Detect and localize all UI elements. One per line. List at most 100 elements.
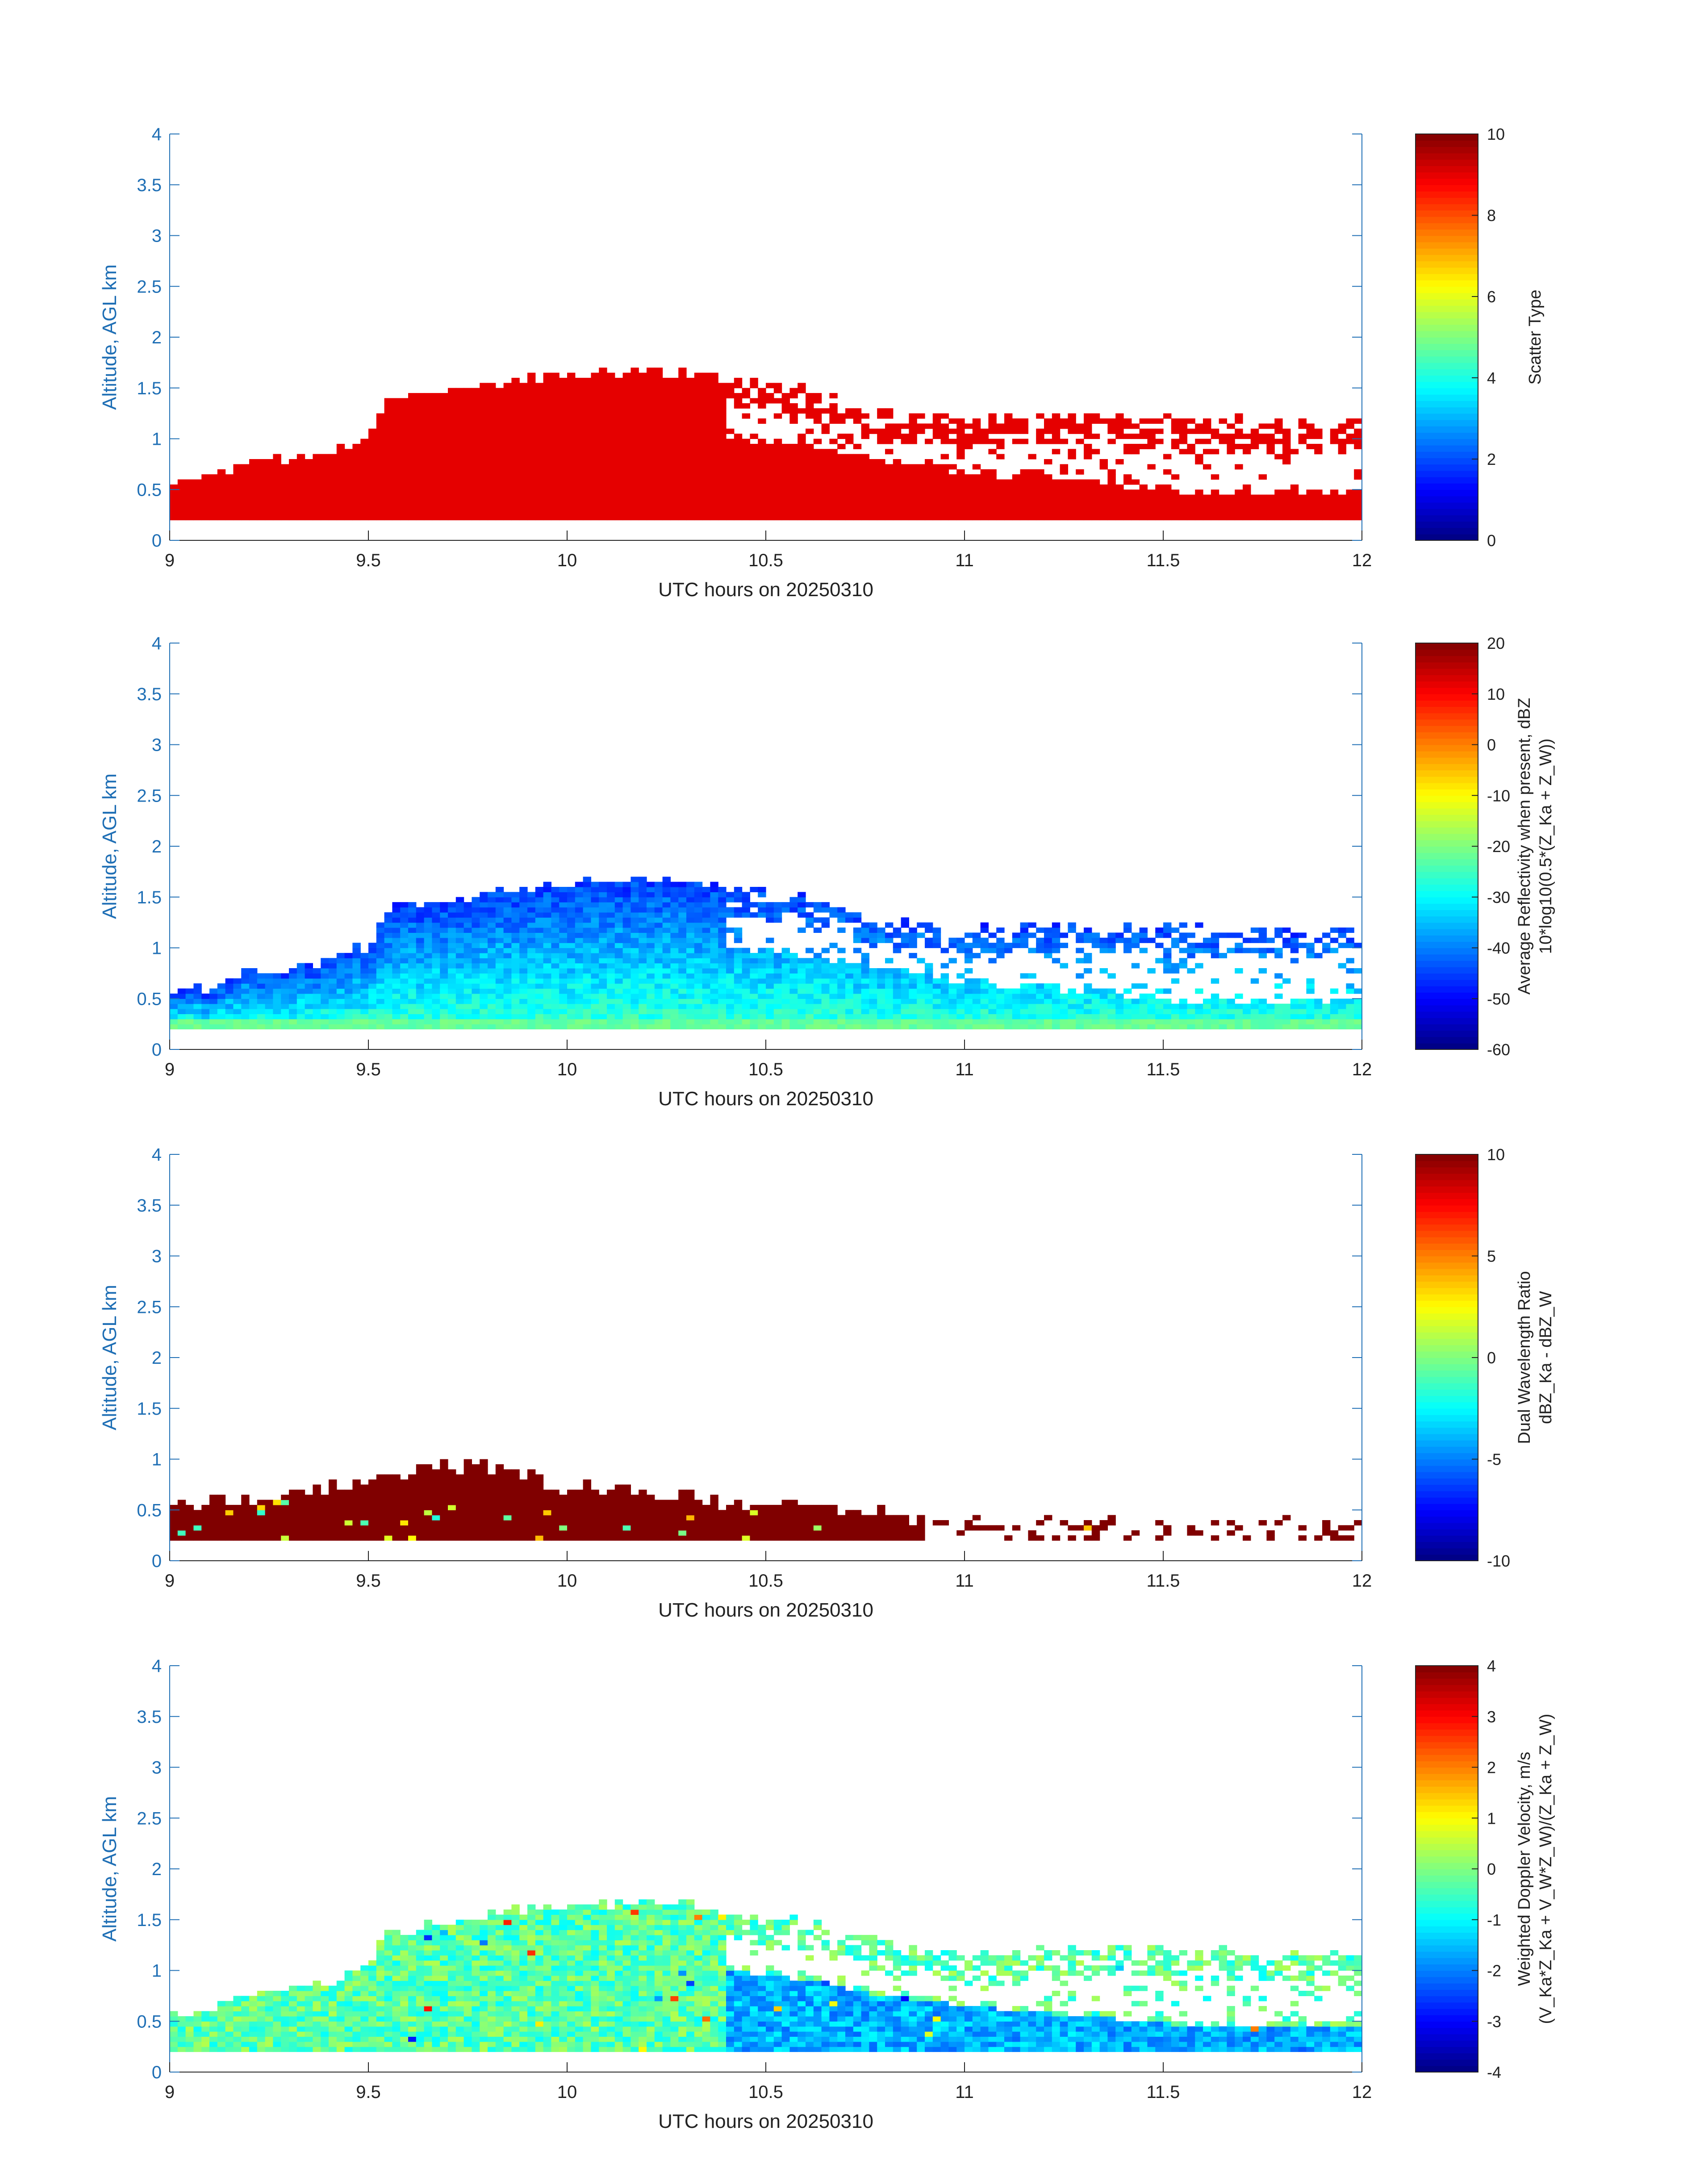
heatmap-cell [718, 1024, 727, 1030]
heatmap-cell [519, 948, 528, 953]
colorbar-segment [1416, 515, 1478, 522]
heatmap-cell [296, 1014, 305, 1020]
heatmap-cell [702, 454, 710, 460]
heatmap-cell [614, 1024, 623, 1030]
heatmap-cell [376, 999, 385, 1004]
heatmap-cell [1274, 418, 1283, 424]
heatmap-cell [511, 1024, 520, 1030]
heatmap-cell [670, 494, 679, 500]
heatmap-cell [607, 459, 615, 464]
heatmap-cell [567, 378, 576, 383]
heatmap-cell [1028, 1014, 1036, 1020]
heatmap-cell [400, 993, 409, 999]
heatmap-cell [1076, 948, 1084, 953]
heatmap-cell [718, 953, 727, 958]
heatmap-cell [1330, 510, 1339, 515]
heatmap-cell [170, 489, 178, 495]
heatmap-cell [622, 988, 631, 994]
heatmap-cell [551, 1003, 560, 1009]
heatmap-cell [336, 449, 345, 455]
heatmap-cell [495, 932, 504, 938]
heatmap-cell [535, 505, 544, 510]
heatmap-cell [503, 937, 512, 943]
heatmap-cell [893, 978, 902, 984]
heatmap-cell [1068, 505, 1076, 510]
heatmap-cell [432, 917, 440, 923]
heatmap-cell [996, 988, 1005, 994]
heatmap-cell [1235, 494, 1243, 500]
heatmap-cell [464, 464, 472, 470]
heatmap-cell [654, 439, 663, 444]
heatmap-cell [662, 963, 671, 969]
heatmap-cell [1354, 494, 1362, 500]
heatmap-cell [503, 484, 512, 490]
heatmap-cell [416, 907, 425, 913]
heatmap-cell [527, 943, 536, 949]
heatmap-cell [559, 912, 568, 918]
heatmap-cell [622, 423, 631, 429]
heatmap-cell [980, 1019, 989, 1024]
heatmap-cell [455, 459, 464, 464]
heatmap-cell [495, 423, 504, 429]
heatmap-cell [853, 948, 862, 953]
heatmap-cell [607, 408, 615, 414]
heatmap-cell [329, 500, 337, 505]
heatmap-cell [535, 413, 544, 419]
heatmap-cell [861, 464, 869, 470]
heatmap-cell [662, 449, 671, 455]
heatmap-cell [503, 510, 512, 515]
colorbar-segment [1416, 489, 1478, 497]
heatmap-cell [440, 912, 448, 918]
heatmap-cell [678, 892, 687, 898]
heatmap-cell [177, 489, 186, 495]
y-tick-label: 2.5 [137, 277, 162, 297]
heatmap-cell [177, 494, 186, 500]
heatmap-cell [829, 469, 838, 475]
heatmap-cell [519, 937, 528, 943]
heatmap-cell [647, 474, 655, 480]
heatmap-cell [607, 474, 615, 480]
heatmap-cell [225, 489, 234, 495]
heatmap-cell [583, 393, 591, 399]
heatmap-cell [225, 1019, 234, 1024]
heatmap-cell [289, 464, 297, 470]
heatmap-cell [233, 464, 242, 470]
heatmap-cell [440, 500, 448, 505]
heatmap-cell [773, 464, 782, 470]
heatmap-cell [1171, 418, 1180, 424]
heatmap-cell [455, 500, 464, 505]
heatmap-cell [702, 500, 710, 505]
heatmap-cell [543, 882, 551, 887]
heatmap-cell [591, 1019, 599, 1024]
heatmap-cell [424, 443, 432, 449]
heatmap-cell [813, 1003, 822, 1009]
heatmap-cell [1235, 505, 1243, 510]
heatmap-cell [368, 505, 377, 510]
heatmap-cell [614, 937, 623, 943]
heatmap-cell [567, 953, 576, 958]
heatmap-cell [670, 1009, 679, 1014]
heatmap-cell [1203, 510, 1211, 515]
heatmap-cell [614, 912, 623, 918]
heatmap-cell [631, 968, 639, 974]
heatmap-cell [352, 1024, 361, 1030]
heatmap-cell [1338, 500, 1346, 505]
heatmap-cell [662, 932, 671, 938]
heatmap-cell [686, 459, 695, 464]
heatmap-cell [535, 408, 544, 414]
heatmap-cell [400, 1009, 409, 1014]
heatmap-cell [440, 978, 448, 984]
heatmap-cell [1004, 943, 1013, 949]
heatmap-cell [503, 958, 512, 964]
heatmap-cell [758, 1014, 766, 1020]
heatmap-cell [400, 937, 409, 943]
heatmap-cell [559, 968, 568, 974]
heatmap-cell [639, 1024, 647, 1030]
heatmap-cell [742, 439, 750, 444]
heatmap-cell [917, 999, 925, 1004]
heatmap-cell [614, 973, 623, 979]
heatmap-cell [710, 515, 718, 521]
heatmap-cell [400, 464, 409, 470]
heatmap-cell [726, 993, 735, 999]
heatmap-cell [209, 489, 218, 495]
